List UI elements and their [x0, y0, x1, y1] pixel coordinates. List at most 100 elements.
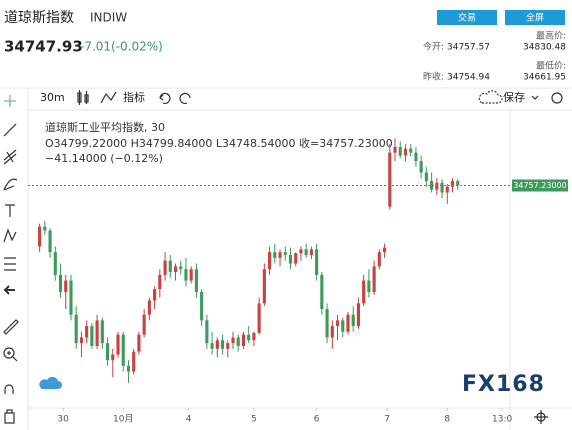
candle-body	[173, 266, 178, 273]
candle-body	[111, 354, 115, 361]
trend-line-tool[interactable]	[3, 123, 17, 137]
candle-body	[414, 152, 418, 162]
pattern-tool[interactable]	[3, 228, 17, 243]
candle-body	[450, 181, 455, 187]
candle-body	[158, 274, 162, 290]
candle-body	[95, 320, 99, 346]
fullscreen-button[interactable]: 全屏	[505, 10, 565, 25]
prediction-tool[interactable]	[4, 257, 16, 271]
candle-body	[377, 252, 381, 267]
drawing-tools	[3, 95, 19, 424]
candle-body	[325, 309, 329, 338]
brush-tool[interactable]	[3, 178, 18, 191]
stat-value: 34830.48	[523, 43, 566, 53]
candle-body	[252, 332, 256, 341]
candle-body	[362, 280, 366, 304]
candle-body	[278, 252, 282, 258]
candle-body	[90, 326, 94, 346]
last-price-label: 34757.23000	[513, 181, 566, 190]
candle-body	[320, 274, 324, 310]
candle-body	[200, 291, 204, 321]
candle-body	[215, 340, 219, 349]
price-change: -7.01(-0.02%)	[80, 40, 163, 54]
interval[interactable]: 30m	[40, 91, 65, 104]
stat-label: 今开:	[423, 41, 444, 53]
candle-body	[440, 182, 444, 193]
candle-body	[367, 280, 371, 292]
candle-body	[382, 247, 387, 253]
candle-body	[137, 334, 141, 352]
legend-title: 道琼斯工业平均指数, 30	[45, 120, 165, 134]
redo-icon[interactable]	[179, 92, 191, 104]
back-tool[interactable]	[3, 285, 15, 295]
candle-body	[231, 337, 235, 344]
dropdown-icon[interactable]	[531, 95, 539, 100]
stat-value: 34661.95	[523, 73, 566, 83]
legend-change: −41.14000 (−0.12%)	[45, 152, 163, 165]
candle-body	[241, 334, 246, 346]
x-tick-label: 6	[314, 415, 320, 425]
candle-body	[330, 326, 334, 338]
stat-label: 最低价:	[536, 60, 566, 72]
axis-settings-icon[interactable]	[536, 412, 546, 422]
candle-body	[268, 252, 272, 270]
instrument-name: 道琼斯指数	[4, 10, 74, 26]
candle-body	[304, 249, 308, 255]
fib-tool[interactable]	[3, 149, 17, 165]
candle-body	[85, 326, 89, 338]
save[interactable]: 保存	[503, 90, 525, 104]
x-tick-label: 30	[57, 415, 69, 425]
crosshair-tool[interactable]	[4, 95, 16, 107]
candle-body	[168, 260, 172, 273]
last-price-tag	[512, 179, 568, 192]
candle-body	[53, 252, 57, 275]
candle-body	[247, 334, 251, 341]
stat-value: 34754.94	[447, 73, 490, 83]
x-tick-label: 10月	[113, 414, 133, 425]
chart-type-icon[interactable]	[77, 90, 89, 105]
candle-body	[236, 337, 240, 346]
spacer	[534, 410, 548, 424]
cloud-icon[interactable]	[478, 90, 503, 104]
x-tick-label: 4	[186, 415, 192, 425]
magnet-tool[interactable]	[4, 384, 14, 394]
button-label: 交易	[458, 12, 476, 24]
measure-tool[interactable]	[3, 319, 19, 335]
candle-body	[341, 320, 345, 332]
lock-tool[interactable]	[4, 409, 15, 424]
candle-body	[100, 320, 104, 344]
instrument-code: INDIW	[90, 11, 127, 25]
candle-body	[153, 289, 157, 301]
text-tool[interactable]	[5, 204, 15, 217]
x-tick-label: 8	[444, 415, 450, 425]
candle-body	[220, 340, 225, 349]
trade-button[interactable]: 交易	[437, 10, 497, 25]
candle-body	[288, 255, 293, 264]
candle-body	[335, 320, 340, 327]
undo-icon[interactable]	[159, 92, 171, 104]
candle-body	[409, 148, 413, 153]
candle-body	[121, 334, 125, 366]
indicators[interactable]: 指标	[123, 90, 145, 104]
candle-body	[393, 146, 397, 153]
x-tick-label: 5	[251, 415, 257, 425]
candle-body	[257, 303, 261, 333]
button-bg	[437, 10, 497, 25]
candle-body	[309, 249, 313, 255]
candle-body	[79, 337, 83, 344]
stat-label: 最高价:	[536, 30, 566, 42]
zoom-tool[interactable]	[3, 347, 15, 359]
settings-icon[interactable]	[551, 92, 563, 104]
candle-body	[356, 303, 360, 327]
candle-body	[456, 181, 460, 186]
candle-body	[419, 161, 423, 173]
candle-body	[163, 260, 167, 275]
x-tick-label: 7	[384, 415, 390, 425]
stat-label: 昨收:	[423, 71, 444, 83]
indicator-icon[interactable]	[100, 91, 117, 104]
candle-body	[58, 274, 63, 292]
price: 34747.93	[4, 38, 83, 56]
candle-body	[64, 280, 68, 292]
candle-body	[38, 226, 42, 247]
